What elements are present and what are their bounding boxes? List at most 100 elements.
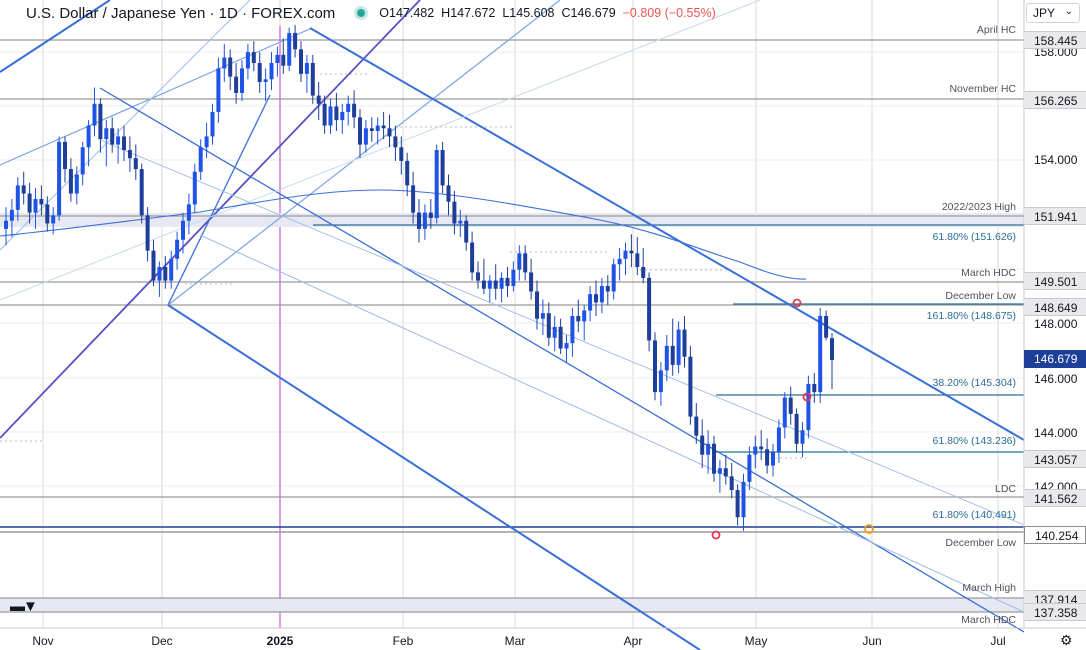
candle-body bbox=[753, 446, 758, 455]
level-label: December Low bbox=[945, 537, 1016, 549]
candle-body bbox=[759, 446, 764, 450]
candle-body bbox=[192, 171, 197, 205]
candle-body bbox=[605, 286, 610, 292]
candle-body bbox=[428, 212, 433, 219]
chart-grid bbox=[0, 0, 1024, 628]
price-box: 149.501 bbox=[1024, 272, 1086, 290]
candle-body bbox=[240, 68, 244, 93]
candle-body bbox=[104, 128, 109, 140]
candle-body bbox=[310, 62, 315, 96]
trendline bbox=[0, 27, 313, 166]
candle-body bbox=[629, 250, 634, 254]
candle-body bbox=[458, 220, 463, 224]
candle-body bbox=[133, 158, 138, 170]
candle-body bbox=[623, 250, 628, 259]
candle-body bbox=[263, 79, 268, 83]
currency-value: JPY bbox=[1033, 6, 1056, 20]
x-tick: 2025 bbox=[266, 634, 294, 648]
candle-body bbox=[245, 52, 250, 69]
candle-body bbox=[782, 397, 787, 428]
candle-body bbox=[588, 294, 593, 311]
candle-body bbox=[269, 62, 274, 80]
candle-body bbox=[540, 313, 545, 319]
candle-body bbox=[369, 128, 374, 131]
candle-body bbox=[210, 111, 215, 137]
fib-label: 61.80% (151.626) bbox=[932, 231, 1016, 243]
candle-body bbox=[440, 150, 445, 186]
candle-body bbox=[4, 220, 8, 229]
candle-body bbox=[186, 204, 191, 221]
candle-body bbox=[334, 106, 339, 121]
candle-body bbox=[352, 103, 357, 118]
trendline bbox=[167, 94, 271, 306]
candle-body bbox=[806, 383, 811, 431]
candle-body bbox=[399, 147, 404, 161]
gear-icon[interactable]: ⚙ bbox=[1060, 632, 1073, 648]
price-box: 158.445 bbox=[1024, 31, 1086, 49]
level-label: November HC bbox=[949, 83, 1016, 95]
candle-body bbox=[552, 326, 557, 338]
price-box: 137.358 bbox=[1024, 603, 1086, 621]
market-status-icon bbox=[357, 9, 366, 17]
candle-body bbox=[700, 435, 705, 455]
trendlines bbox=[0, 0, 1025, 650]
candle-body bbox=[422, 212, 427, 229]
x-tick: Feb bbox=[392, 634, 414, 648]
candle-body bbox=[511, 269, 516, 287]
trendline bbox=[0, 0, 761, 301]
x-tick: Mar bbox=[504, 634, 526, 648]
candle-body bbox=[110, 128, 115, 145]
candle-body bbox=[794, 413, 799, 444]
candle-body bbox=[98, 103, 103, 140]
candle-body bbox=[688, 356, 693, 417]
candle-body bbox=[576, 315, 581, 322]
candle-body bbox=[39, 198, 44, 205]
candle-body bbox=[287, 33, 292, 66]
candle-body bbox=[824, 315, 829, 338]
fib-label: 161.80% (148.675) bbox=[926, 310, 1016, 322]
candle-body bbox=[706, 443, 711, 455]
candle-body bbox=[363, 128, 368, 145]
symbol-title[interactable]: U.S. Dollar / Japanese Yen · 1D · FOREX.… bbox=[26, 4, 336, 22]
candle-body bbox=[358, 117, 362, 145]
candle-body bbox=[328, 106, 333, 126]
candle-body bbox=[175, 239, 180, 259]
fib-label: 61.80% (143.236) bbox=[932, 435, 1016, 447]
candle-body bbox=[529, 272, 534, 292]
candle-body bbox=[57, 141, 62, 216]
candle-body bbox=[222, 57, 227, 69]
low-marker bbox=[711, 530, 721, 540]
candle-body bbox=[9, 209, 14, 221]
candle-body bbox=[800, 430, 805, 444]
currency-select[interactable]: JPY ⌄ bbox=[1026, 3, 1080, 23]
candle-body bbox=[275, 54, 280, 63]
candle-body bbox=[216, 68, 221, 112]
level-label: March High bbox=[962, 582, 1016, 594]
candle-body bbox=[322, 103, 327, 126]
candle-body bbox=[234, 76, 239, 93]
candle-body bbox=[771, 451, 775, 466]
last-price-box: 146.679 bbox=[1024, 350, 1086, 368]
candle-body bbox=[564, 343, 569, 349]
candle-body bbox=[712, 443, 716, 474]
x-tick: Dec bbox=[151, 634, 173, 648]
x-tick: Apr bbox=[623, 634, 643, 648]
candle-body bbox=[251, 52, 256, 63]
ohlc-high: H147.672 bbox=[441, 6, 496, 20]
candle-body bbox=[812, 383, 817, 393]
candle-body bbox=[776, 427, 781, 452]
level-label: 2022/2023 High bbox=[941, 201, 1016, 213]
candle-body bbox=[499, 277, 504, 289]
candle-body bbox=[788, 397, 793, 414]
level-label: December Low bbox=[945, 290, 1016, 302]
candle-body bbox=[393, 136, 398, 148]
candle-body bbox=[617, 258, 622, 265]
candle-body bbox=[122, 136, 126, 151]
candle-body bbox=[452, 201, 457, 224]
tradingview-logo-icon[interactable]: ▬▼ bbox=[10, 598, 38, 615]
low-marker bbox=[802, 392, 812, 402]
chart-header: U.S. Dollar / Japanese Yen · 1D · FOREX.… bbox=[0, 0, 716, 26]
candle-body bbox=[505, 277, 510, 287]
candle-body bbox=[676, 329, 681, 365]
